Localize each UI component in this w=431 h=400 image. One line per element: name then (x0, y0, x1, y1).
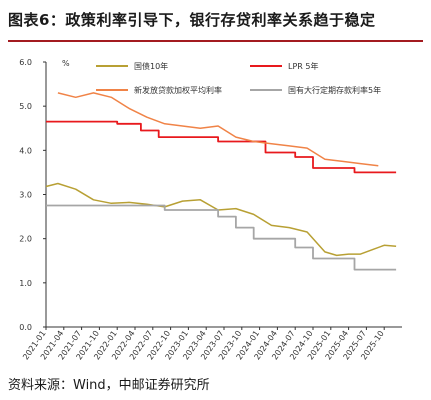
title-divider (8, 40, 423, 42)
y-tick-label: 1.0 (19, 279, 32, 288)
legend-label-loan_rate: 新发放贷款加权平均利率 (134, 85, 222, 95)
y-unit-label: % (62, 59, 70, 68)
source-note: 资料来源：Wind，中邮证券研究所 (8, 378, 210, 393)
y-tick-label: 4.0 (19, 146, 32, 155)
title-bar: 图表6：政策利率引导下，银行存贷利率关系趋于稳定 (0, 0, 431, 40)
series-line-lpr5y (46, 120, 397, 174)
chart-title: 图表6：政策利率引导下，银行存贷利率关系趋于稳定 (8, 11, 376, 29)
series-layer (45, 92, 397, 271)
y-tick-label: 2.0 (19, 235, 32, 244)
legend-label-deposit5y: 国有大行定期存款利率5年 (288, 85, 381, 95)
y-tick-label: 5.0 (19, 102, 32, 111)
series-line-cgb10 (45, 182, 397, 257)
y-tick-label: 3.0 (19, 191, 32, 200)
y-tick-label: 6.0 (19, 58, 32, 67)
legend-label-cgb10: 国债10年 (134, 61, 168, 71)
y-tick-label: 0.0 (19, 323, 32, 332)
line-chart: 6.05.04.03.02.01.00.0%2021-012021-042021… (19, 58, 402, 362)
series-line-deposit5y (46, 204, 397, 271)
legend-label-lpr5y: LPR 5年 (288, 61, 318, 71)
series-line-loan_rate (57, 92, 379, 167)
